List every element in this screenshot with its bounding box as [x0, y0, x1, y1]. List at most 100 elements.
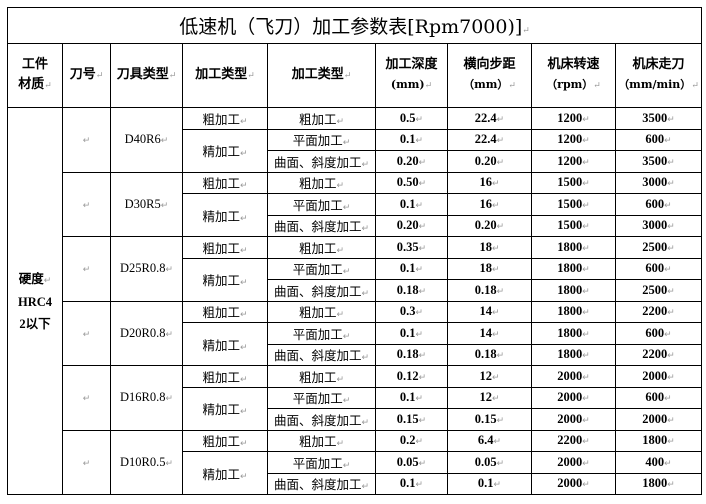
op-cell: 曲面、斜度加工 — [267, 279, 376, 302]
feed-cell-text: 2000 — [642, 412, 675, 426]
header-row: 工件材质刀号刀具类型加工类型加工类型加工深度(mm)横向步距（mm）机床转速（r… — [7, 43, 703, 108]
op-cell: 平面加工 — [267, 193, 376, 216]
step-cell: 0.20 — [447, 214, 532, 237]
depth-cell: 0.1 — [375, 472, 448, 495]
rpm-cell-text: 1800 — [557, 304, 590, 318]
feed-cell: 600 — [614, 386, 703, 409]
machining-type-cell-text: 精加工 — [202, 209, 247, 224]
machining-type-cell: 精加工 — [182, 451, 268, 495]
table-row: D30R5 粗加工 粗加工 0.50 16 1500 3000 — [8, 171, 703, 237]
header-material: 工件 材质 — [7, 43, 63, 108]
step-cell-text: 18 — [479, 261, 499, 275]
op-cell: 曲面、斜度加工 — [267, 472, 376, 495]
depth-cell: 0.18 — [375, 343, 448, 366]
feed-cell: 3000 — [614, 171, 703, 194]
table-row: D20R0.8 粗加工 粗加工 0.3 14 1800 2200 — [8, 300, 703, 366]
op-cell-text: 曲面、斜度加工 — [274, 155, 369, 170]
depth-cell-text: 0.1 — [400, 326, 423, 340]
rpm-cell: 1800 — [531, 343, 616, 366]
op-cell: 曲面、斜度加工 — [267, 214, 376, 237]
header-feed-rate: 机床走刀 （mm/min） — [614, 43, 703, 108]
table-title: 低速机（飞刀）加工参数表[Rpm7000)] — [6, 7, 703, 44]
header-label: 工件 — [21, 57, 48, 72]
step-cell: 0.15 — [447, 408, 532, 431]
header-machining-type: 加工类型 — [182, 43, 268, 108]
step-cell: 22.4 — [447, 128, 532, 151]
op-cell-text: 粗加工 — [299, 176, 344, 191]
depth-cell: 0.1 — [375, 128, 448, 151]
feed-cell: 400 — [614, 451, 703, 474]
op-cell: 粗加工 — [267, 365, 376, 388]
header-label: 横向步距 — [463, 57, 516, 72]
depth-cell: 0.35 — [375, 236, 448, 259]
rpm-cell-text: 2000 — [557, 476, 590, 490]
feed-cell-text: 400 — [645, 455, 671, 469]
tool-no-cell-text — [83, 132, 91, 146]
feed-cell: 2000 — [614, 365, 703, 388]
tool-no-cell — [62, 171, 111, 237]
feed-cell: 600 — [614, 193, 703, 216]
table-row: 曲面、斜度加工 0.1 0.1 2000 1800 — [8, 472, 703, 495]
tool-no-cell — [62, 429, 111, 495]
rpm-cell-text: 1800 — [557, 283, 590, 297]
op-cell: 粗加工 — [267, 171, 376, 194]
header-label: 刀号 — [70, 67, 104, 82]
feed-cell: 3500 — [614, 150, 703, 173]
depth-cell: 0.1 — [375, 322, 448, 345]
feed-cell-text: 600 — [645, 390, 671, 404]
rpm-cell: 1800 — [531, 300, 616, 323]
feed-cell: 600 — [614, 322, 703, 345]
tool-type-cell-text: D20R0.8 — [120, 326, 173, 340]
feed-cell-text: 3500 — [642, 154, 675, 168]
machining-type-cell: 粗加工 — [182, 236, 268, 259]
tool-type-cell: D16R0.8 — [110, 365, 183, 431]
step-cell: 6.4 — [447, 429, 532, 452]
tool-type-cell-text: D16R0.8 — [120, 390, 173, 404]
machining-type-cell-text: 粗加工 — [202, 370, 247, 385]
header-label: 刀具类型 — [117, 67, 177, 82]
table-row: 精加工 平面加工 0.1 16 1500 600 — [8, 193, 703, 237]
rpm-cell: 2200 — [531, 429, 616, 452]
op-cell-text: 粗加工 — [299, 434, 344, 449]
material-line: HRC4 — [17, 294, 53, 309]
op-cell-text: 粗加工 — [299, 370, 344, 385]
step-cell-text: 16 — [479, 175, 499, 189]
depth-cell: 0.05 — [375, 451, 448, 474]
op-cell-text: 粗加工 — [299, 241, 344, 256]
depth-cell: 0.15 — [375, 408, 448, 431]
step-cell-text: 0.20 — [475, 154, 504, 168]
rpm-cell-text: 1800 — [557, 326, 590, 340]
step-cell-text: 12 — [479, 369, 499, 383]
depth-cell-text: 0.15 — [397, 412, 426, 426]
op-cell: 粗加工 — [267, 300, 376, 323]
step-cell: 18 — [447, 236, 532, 259]
step-cell-text: 16 — [479, 197, 499, 211]
depth-cell: 0.3 — [375, 300, 448, 323]
feed-cell: 3000 — [614, 214, 703, 237]
depth-cell-text: 0.2 — [400, 433, 423, 447]
header-tool-type: 刀具类型 — [110, 43, 183, 108]
rpm-cell-text: 1500 — [557, 175, 590, 189]
step-cell-text: 0.18 — [475, 283, 504, 297]
tool-no-cell-text — [83, 326, 91, 340]
depth-cell-text: 0.50 — [397, 175, 426, 189]
feed-cell: 600 — [614, 257, 703, 280]
machining-type-cell-text: 粗加工 — [202, 176, 247, 191]
machining-type-cell-text: 粗加工 — [202, 241, 247, 256]
depth-cell: 0.2 — [375, 429, 448, 452]
feed-cell-text: 600 — [645, 197, 671, 211]
table-row: 精加工 平面加工 0.1 18 1800 600 — [8, 257, 703, 302]
tool-type-cell-text: D25R0.8 — [120, 261, 173, 275]
op-cell-text: 平面加工 — [293, 456, 351, 471]
header-label: 机床转速 — [547, 57, 600, 72]
op-cell: 曲面、斜度加工 — [267, 343, 376, 366]
rpm-cell-text: 1800 — [557, 240, 590, 254]
table-title-text: 低速机（飞刀）加工参数表[Rpm7000)] — [179, 16, 530, 38]
feed-cell-text: 600 — [645, 132, 671, 146]
rpm-cell: 2000 — [531, 408, 616, 431]
rpm-cell: 1200 — [531, 150, 616, 173]
material-cell: 硬度 HRC4 2以下 — [7, 107, 63, 495]
step-cell-text: 0.05 — [475, 455, 504, 469]
rpm-cell-text: 2000 — [557, 455, 590, 469]
tool-no-cell — [62, 300, 111, 366]
